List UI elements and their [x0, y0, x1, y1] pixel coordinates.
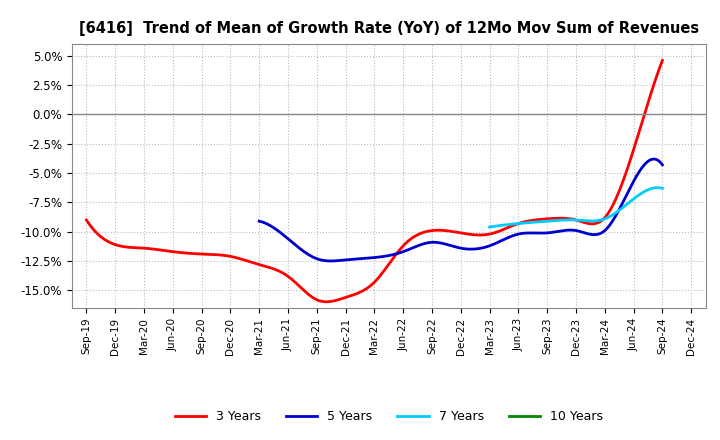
3 Years	[323, 299, 331, 304]
Legend: 3 Years, 5 Years, 7 Years, 10 Years: 3 Years, 5 Years, 7 Years, 10 Years	[170, 406, 608, 429]
7 Years	[486, 224, 495, 230]
5 Years	[621, 194, 630, 199]
5 Years	[658, 162, 667, 168]
Title: [6416]  Trend of Mean of Growth Rate (YoY) of 12Mo Mov Sum of Revenues: [6416] Trend of Mean of Growth Rate (YoY…	[78, 21, 699, 36]
5 Years	[596, 231, 605, 236]
7 Years	[588, 218, 597, 224]
3 Years	[82, 217, 91, 223]
7 Years	[591, 218, 600, 224]
5 Years	[326, 258, 335, 264]
7 Years	[485, 224, 494, 230]
7 Years	[588, 218, 596, 224]
3 Years	[606, 207, 615, 213]
7 Years	[631, 195, 639, 200]
Line: 5 Years: 5 Years	[259, 159, 662, 261]
3 Years	[436, 227, 445, 233]
5 Years	[650, 157, 659, 162]
Line: 3 Years: 3 Years	[86, 60, 662, 302]
3 Years	[658, 58, 667, 63]
5 Years	[495, 239, 503, 244]
3 Years	[425, 228, 433, 234]
5 Years	[496, 238, 505, 244]
7 Years	[658, 186, 667, 191]
5 Years	[256, 219, 265, 224]
5 Years	[503, 235, 512, 241]
5 Years	[255, 219, 264, 224]
3 Years	[84, 220, 93, 225]
3 Years	[427, 228, 436, 233]
7 Years	[654, 185, 662, 190]
3 Years	[570, 217, 578, 222]
Line: 7 Years: 7 Years	[490, 187, 662, 227]
7 Years	[642, 188, 651, 193]
